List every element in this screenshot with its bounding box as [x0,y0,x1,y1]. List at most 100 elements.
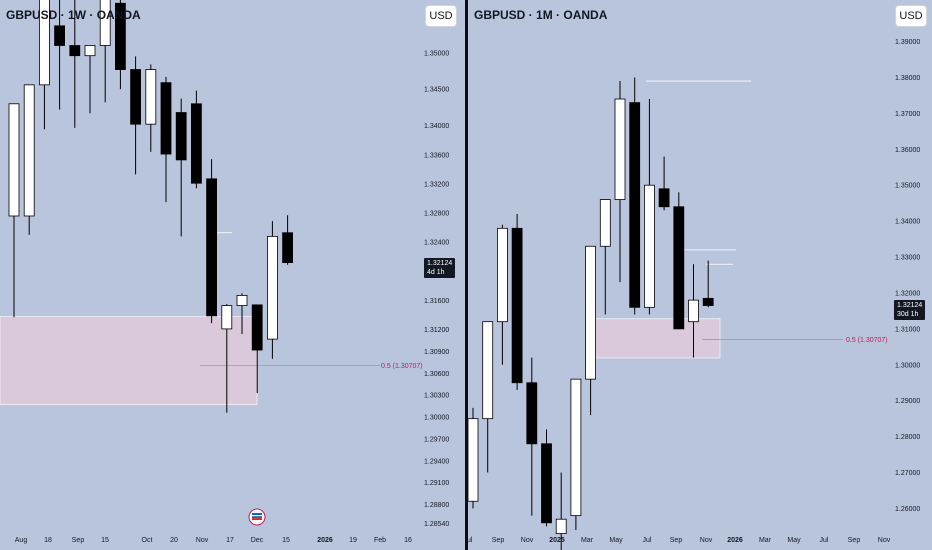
x-axis-tick-label: May [787,537,801,544]
candle-body [614,98,626,200]
candle-body [206,178,218,317]
y-axis-tick-label: 1.35000 [895,183,920,190]
demand-zone [0,316,258,405]
y-axis-tick-label: 1.29000 [895,398,920,405]
x-axis-tick-label: Aug [15,537,28,544]
monthly-chart-panel[interactable]: 0.5 (1.30707) 1.39000 1.38000 1.37000 1.3600… [468,0,932,550]
x-axis-tick-label: Nov [521,537,534,544]
x-axis-tick-label: Jul [643,537,652,544]
y-axis-tick-label: 1.34000 [424,123,449,130]
title-separator: · [57,8,69,22]
last-price-badge: 1.32124 30d 1h [894,300,926,320]
x-axis-tick-label: 16 [404,537,412,544]
weekly-chart-panel[interactable]: 0.5 (1.30707) 1.35000 1.34500 1.34000 1.3360… [0,0,465,550]
x-axis-tick-label: Sep [72,537,85,544]
y-axis-tick-label: 1.32000 [895,290,920,297]
candle-body [115,2,126,70]
candle-body [541,443,552,524]
candle-body [643,184,655,308]
x-axis-tick-label: Nov [196,537,209,544]
bar-countdown: 30d 1h [897,311,919,318]
panel-divider[interactable] [465,0,468,550]
broker-label: OANDA [96,8,141,22]
candle-body [673,206,685,330]
x-axis-tick-label: Feb [374,537,386,544]
candle-body [160,82,172,155]
candle-body [84,45,96,57]
candle-body [69,45,81,57]
y-axis-tick-label: 1.31600 [424,298,449,305]
y-axis-tick-label: 1.30000 [424,415,449,422]
candle-body [496,227,508,323]
x-axis-tick-label: Mar [759,537,772,544]
candle-body [658,188,670,208]
y-axis-tick-label: 1.30600 [424,371,449,378]
event-flag-icon [252,518,262,520]
fib-level-label: 0.5 (1.30707) [381,363,423,370]
x-axis-tick-label: Jul [468,537,473,544]
candle-body [688,299,699,323]
y-axis-tick-label: 1.30300 [424,393,449,400]
x-axis-tick-label: Nov [878,537,891,544]
y-axis-tick-label: 1.26000 [895,506,920,513]
y-axis-tick-label: 1.34000 [895,219,920,226]
fib-level-label: 0.5 (1.30707) [846,337,888,344]
candle-body [175,112,187,161]
x-axis-tick-label: Oct [142,537,153,544]
candle-body [526,382,538,445]
candle-body [482,321,494,420]
candle-body [266,235,278,340]
symbol-label: GBPUSD [6,8,58,22]
currency-button[interactable]: USD [425,5,457,27]
x-axis-tick-label: Jul [820,537,829,544]
y-axis-tick-label: 1.32400 [424,240,449,247]
x-axis-tick-label: 19 [349,537,357,544]
y-axis-tick-label: 1.28800 [424,502,449,509]
x-axis-tick-label: Dec [251,537,264,544]
x-axis-tick-label: 15 [282,537,290,544]
last-price-value: 1.32124 [897,302,923,309]
x-axis-tick-label: Sep [848,537,861,544]
title-separator: · [525,8,537,22]
y-axis-tick-label: 1.37000 [895,111,920,118]
candle-body [702,297,714,306]
y-axis-tick-label: 1.36000 [895,147,920,154]
candle-body [8,103,20,217]
y-axis-tick-label: 1.30000 [895,362,920,369]
candle-body [54,25,65,46]
broker-label: OANDA [563,8,608,22]
y-axis-tick-label: 1.38000 [895,75,920,82]
candle-body [468,418,479,502]
y-axis-tick-label: 1.29100 [424,480,449,487]
candle-body [130,69,142,125]
candle-body [511,227,523,384]
title-separator: · [86,8,97,22]
x-axis-tick-label: 2025 [549,537,565,544]
demand-zone [586,318,721,359]
candle-body [221,305,233,330]
candle-body [585,245,596,380]
event-flag-icon [252,515,262,517]
monthly-chart-title: GBPUSD · 1M · OANDA [474,8,607,22]
candle-body [190,103,202,184]
monthly-chart-canvas[interactable]: 0.5 (1.30707) 1.39000 1.38000 1.37000 1.3600… [468,0,932,550]
candle-body [236,294,248,306]
x-axis-tick-label: 20 [170,537,178,544]
candle-body [282,232,294,264]
x-axis-tick-label: Sep [492,537,505,544]
y-axis-tick-label: 1.35000 [424,50,449,57]
candle-body [629,102,641,308]
y-axis-tick-label: 1.30900 [424,349,449,356]
symbol-label: GBPUSD [474,8,526,22]
event-flag-icon [252,513,262,520]
y-axis-tick-label: 1.31000 [895,326,920,333]
y-axis-tick-label: 1.29400 [424,458,449,465]
x-axis-tick-label: 2026 [317,537,333,544]
candle-body [555,518,567,534]
interval-label: 1W [68,8,87,22]
weekly-chart-canvas[interactable]: 0.5 (1.30707) 1.35000 1.34500 1.34000 1.3360… [0,0,465,550]
candle-body [251,304,263,351]
candle-body [145,69,157,125]
currency-button[interactable]: USD [895,5,927,27]
candle-body [570,378,582,517]
